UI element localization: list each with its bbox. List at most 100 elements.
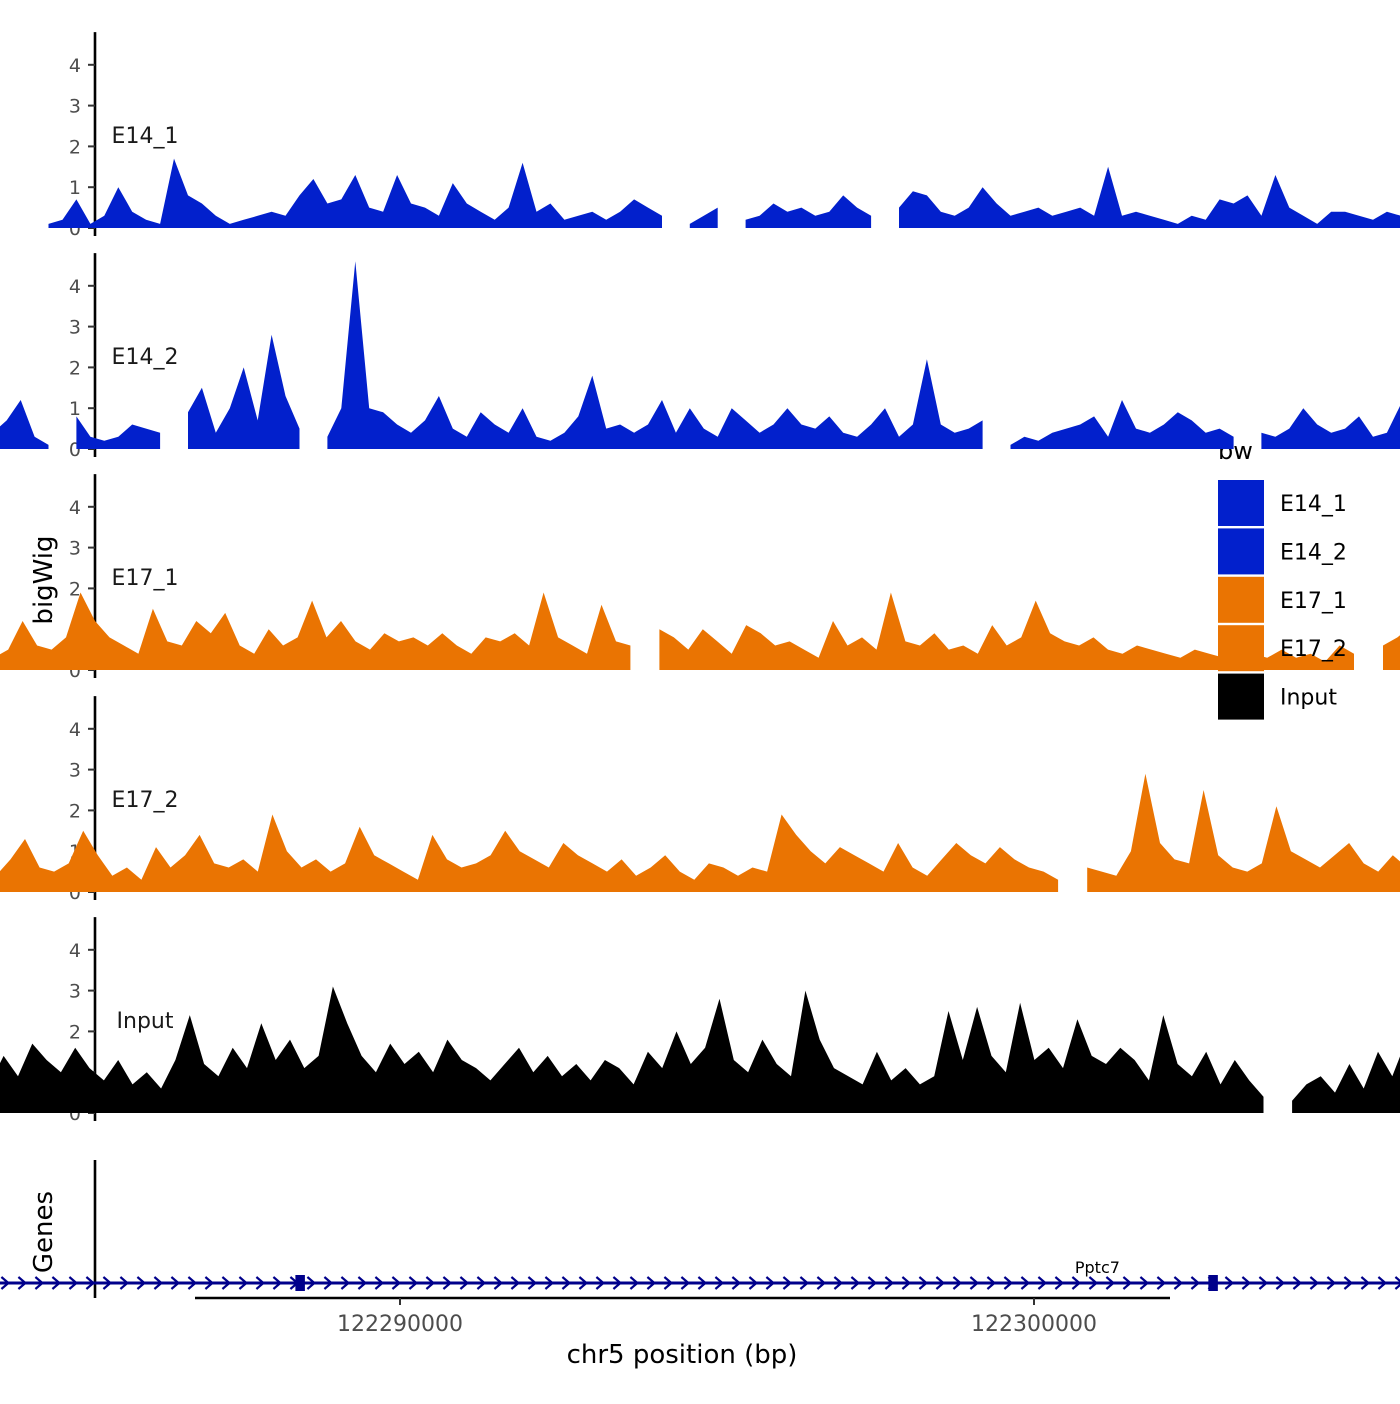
strand-chevron-pptc7	[17, 1276, 28, 1290]
strand-chevron-pptc7	[1156, 1276, 1167, 1290]
strand-chevron-pptc7	[323, 1276, 334, 1290]
y-tick-label-e17_1-4: 4	[69, 497, 81, 519]
strand-chevron-pptc7	[799, 1276, 810, 1290]
strand-chevron-pptc7	[136, 1276, 147, 1290]
strand-chevron-pptc7	[0, 1276, 11, 1290]
y-axis-label-bigwig: bigWig	[29, 535, 59, 624]
strand-chevron-pptc7	[1054, 1276, 1065, 1290]
strand-chevron-pptc7	[1377, 1276, 1388, 1290]
strand-chevron-pptc7	[170, 1276, 181, 1290]
y-axis-label-genes: Genes	[29, 1191, 59, 1273]
strand-chevron-pptc7	[391, 1276, 402, 1290]
strand-chevron-pptc7	[1343, 1276, 1354, 1290]
x-axis-label: chr5 position (bp)	[567, 1340, 798, 1370]
area-e14_1	[48, 158, 662, 228]
strand-chevron-pptc7	[986, 1276, 997, 1290]
strand-chevron-pptc7	[1088, 1276, 1099, 1290]
area-e17_1	[1383, 635, 1400, 670]
y-tick-label-input-4: 4	[69, 940, 81, 962]
strand-chevron-pptc7	[408, 1276, 419, 1290]
strand-chevron-pptc7	[663, 1276, 674, 1290]
strand-chevron-pptc7	[782, 1276, 793, 1290]
strand-chevron-pptc7	[561, 1276, 572, 1290]
track-label-e17_1: E17_1	[112, 566, 179, 591]
y-tick-label-e17_2-2: 2	[69, 800, 81, 822]
strand-chevron-pptc7	[527, 1276, 538, 1290]
area-e17_2	[1087, 773, 1400, 892]
strand-chevron-pptc7	[578, 1276, 589, 1290]
y-tick-label-e17_2-3: 3	[69, 760, 81, 782]
strand-chevron-pptc7	[1241, 1276, 1252, 1290]
strand-chevron-pptc7	[544, 1276, 555, 1290]
area-e14_2	[188, 334, 300, 449]
strand-chevron-pptc7	[221, 1276, 232, 1290]
y-tick-label-e14_2-1: 1	[69, 398, 81, 420]
area-e14_2	[1010, 400, 1234, 449]
y-tick-label-e14_1-4: 4	[69, 55, 81, 77]
y-tick-label-e14_1-3: 3	[69, 96, 81, 118]
y-tick-label-e17_2-4: 4	[69, 719, 81, 741]
strand-chevron-pptc7	[697, 1276, 708, 1290]
strand-chevron-pptc7	[935, 1276, 946, 1290]
strand-chevron-pptc7	[612, 1276, 623, 1290]
strand-chevron-pptc7	[204, 1276, 215, 1290]
strand-chevron-pptc7	[1105, 1276, 1116, 1290]
track-label-input: Input	[117, 1009, 174, 1034]
x-tick-label-0: 122290000	[337, 1312, 463, 1337]
strand-chevron-pptc7	[51, 1276, 62, 1290]
strand-chevron-pptc7	[510, 1276, 521, 1290]
legend-swatch-e17_1	[1218, 576, 1264, 623]
strand-chevron-pptc7	[187, 1276, 198, 1290]
strand-chevron-pptc7	[1020, 1276, 1031, 1290]
area-e14_2	[327, 261, 983, 449]
strand-chevron-pptc7	[867, 1276, 878, 1290]
strand-chevron-pptc7	[306, 1276, 317, 1290]
y-tick-label-e14_2-2: 2	[69, 357, 81, 379]
gene-label-pptc7: Pptc7	[1075, 1258, 1120, 1277]
strand-chevron-pptc7	[357, 1276, 368, 1290]
legend-label-e17_1: E17_1	[1280, 589, 1347, 614]
strand-chevron-pptc7	[1309, 1276, 1320, 1290]
strand-chevron-pptc7	[646, 1276, 657, 1290]
area-e14_2	[0, 400, 49, 449]
strand-chevron-pptc7	[629, 1276, 640, 1290]
area-e14_1	[899, 166, 1400, 228]
strand-chevron-pptc7	[765, 1276, 776, 1290]
strand-chevron-pptc7	[493, 1276, 504, 1290]
strand-chevron-pptc7	[1071, 1276, 1082, 1290]
strand-chevron-pptc7	[1326, 1276, 1337, 1290]
strand-chevron-pptc7	[748, 1276, 759, 1290]
y-tick-label-input-2: 2	[69, 1021, 81, 1043]
area-e17_1	[659, 592, 1354, 670]
legend-label-e14_2: E14_2	[1280, 540, 1347, 565]
strand-chevron-pptc7	[901, 1276, 912, 1290]
y-tick-label-e14_2-3: 3	[69, 317, 81, 339]
strand-chevron-pptc7	[1224, 1276, 1235, 1290]
area-input	[1292, 1051, 1400, 1113]
track-label-e14_1: E14_1	[112, 124, 179, 149]
strand-chevron-pptc7	[1173, 1276, 1184, 1290]
strand-chevron-pptc7	[272, 1276, 283, 1290]
strand-chevron-pptc7	[255, 1276, 266, 1290]
strand-chevron-pptc7	[68, 1276, 79, 1290]
legend-swatch-e17_2	[1218, 625, 1264, 672]
strand-chevron-pptc7	[34, 1276, 45, 1290]
legend-swatch-input	[1218, 673, 1264, 720]
y-tick-label-input-3: 3	[69, 981, 81, 1003]
area-e14_2	[76, 416, 161, 449]
exon-pptc7-2	[1208, 1275, 1218, 1291]
area-e14_2	[1261, 405, 1400, 449]
strand-chevron-pptc7	[1394, 1276, 1400, 1290]
strand-chevron-pptc7	[680, 1276, 691, 1290]
legend-swatch-e14_2	[1218, 528, 1264, 575]
exon-pptc7-1	[295, 1275, 305, 1291]
strand-chevron-pptc7	[816, 1276, 827, 1290]
strand-chevron-pptc7	[1360, 1276, 1371, 1290]
strand-chevron-pptc7	[102, 1276, 113, 1290]
y-tick-label-e17_1-3: 3	[69, 538, 81, 560]
area-input	[0, 986, 1264, 1113]
x-tick-label-1: 122300000	[971, 1312, 1097, 1337]
legend-swatch-e14_1	[1218, 480, 1264, 526]
strand-chevron-pptc7	[850, 1276, 861, 1290]
